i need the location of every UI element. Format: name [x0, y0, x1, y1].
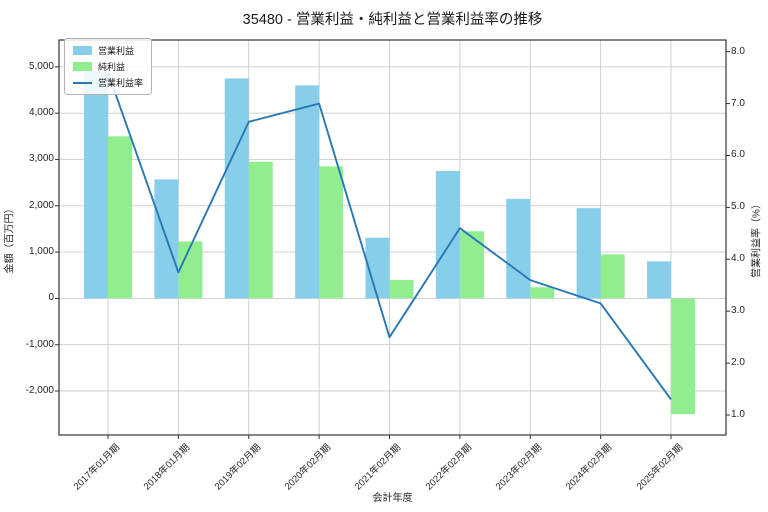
- bar-operating-profit-2023年02月期: [506, 198, 531, 299]
- y-axis-right-tick-label: 1.0: [731, 409, 745, 421]
- bar-net-profit-2021年02月期: [389, 279, 414, 299]
- bar-operating-profit-2025年02月期: [647, 261, 671, 299]
- net-profit-swatch-icon: [73, 62, 92, 71]
- bar-operating-profit-2024年02月期: [576, 208, 601, 299]
- y-axis-right-tick-label: 7.0: [731, 97, 745, 109]
- chart-title: 35480 - 営業利益・純利益と営業利益率の推移: [242, 12, 543, 28]
- bar-net-profit-2018年01月期: [178, 241, 203, 299]
- y-axis-right-tick-label: 3.0: [731, 305, 745, 317]
- bar-operating-profit-2019年02月期: [224, 78, 249, 299]
- plot-border: [58, 39, 727, 436]
- x-axis-title: 会計年度: [372, 493, 413, 504]
- legend-item-net-profit: 純利益: [73, 60, 143, 73]
- y-axis-left-tick-label: -1,000: [25, 338, 54, 350]
- legend-label-operating-profit: 営業利益: [98, 46, 135, 56]
- right-axis-title: 営業利益率（%）: [751, 199, 763, 278]
- y-axis-left-tick-label: -2,000: [25, 385, 54, 396]
- legend-label-net-profit: 純利益: [98, 62, 126, 72]
- y-axis-left-tick-label: 5,000: [28, 60, 54, 72]
- legend: 営業利益 純利益 営業利益率: [64, 38, 153, 95]
- bar-net-profit-2020年02月期: [319, 166, 344, 299]
- margin-line: [107, 72, 672, 400]
- y-axis-right-tick-label: 5.0: [731, 201, 745, 213]
- legend-label-margin: 営業利益率: [98, 78, 144, 88]
- operating-profit-swatch-icon: [73, 46, 92, 55]
- y-axis-left-tick-label: 0: [48, 292, 54, 304]
- y-axis-left-tick-label: 2,000: [28, 199, 54, 211]
- bar-operating-profit-2017年01月期: [84, 71, 108, 299]
- left-axis-title: 金額（百万円）: [4, 203, 16, 274]
- bar-net-profit-2025年02月期: [671, 298, 695, 415]
- y-axis-right-tick-label: 2.0: [731, 357, 745, 369]
- y-axis-left-tick-label: 1,000: [28, 246, 54, 258]
- legend-item-margin: 営業利益率: [73, 76, 143, 89]
- bar-operating-profit-2020年02月期: [295, 85, 320, 299]
- y-axis-left-tick-label: 3,000: [28, 153, 54, 165]
- y-axis-right-tick-label: 6.0: [731, 149, 745, 161]
- margin-line-swatch-icon: [73, 81, 92, 84]
- y-axis-right-tick-label: 4.0: [731, 253, 745, 265]
- y-axis-right-tick-label: 8.0: [731, 45, 745, 57]
- bar-net-profit-2017年01月期: [108, 136, 132, 299]
- bar-net-profit-2023年02月期: [530, 287, 555, 299]
- y-axis-left-tick-label: 4,000: [28, 107, 54, 119]
- bar-net-profit-2024年02月期: [600, 254, 625, 299]
- bar-net-profit-2022年02月期: [459, 231, 484, 299]
- bar-net-profit-2019年02月期: [248, 161, 273, 299]
- legend-item-operating-profit: 営業利益: [73, 44, 143, 57]
